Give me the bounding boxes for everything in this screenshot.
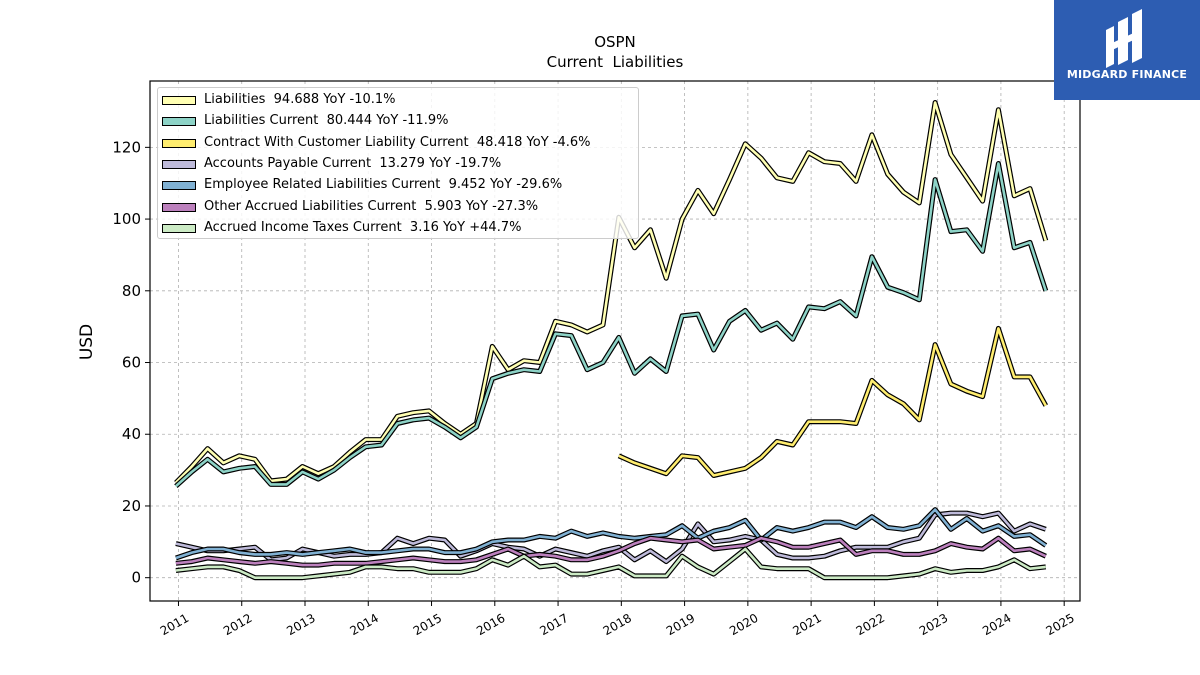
chart-legend: Liabilities 94.688 YoY -10.1% Liabilities… xyxy=(157,87,639,239)
x-tick-label: 2011 xyxy=(158,611,191,638)
x-tick-label: 2023 xyxy=(917,611,950,638)
series-line xyxy=(175,162,1048,488)
x-tick-label: 2013 xyxy=(284,611,317,638)
legend-label: Contract With Customer Liability Current… xyxy=(204,134,591,150)
plot-frame xyxy=(149,80,1081,602)
y-tick-label: 60 xyxy=(122,354,141,372)
legend-swatch xyxy=(162,159,196,169)
series-line xyxy=(618,327,1047,477)
x-tick-label: 2021 xyxy=(790,611,823,638)
legend-label: Accounts Payable Current 13.279 YoY -19.… xyxy=(204,155,502,171)
y-axis: 0 20 40 60 80 100 120 xyxy=(112,138,150,587)
legend-swatch xyxy=(162,96,196,105)
legend-label: Other Accrued Liabilities Current 5.903 … xyxy=(204,198,539,214)
legend-swatch xyxy=(162,202,196,212)
legend-label: Accrued Income Taxes Current 3.16 YoY +4… xyxy=(204,219,522,235)
legend-item: Accounts Payable Current 13.279 YoY -19.… xyxy=(158,155,638,175)
legend-swatch xyxy=(162,223,196,233)
series-outline xyxy=(617,325,1048,478)
legend-item: Accrued Income Taxes Current 3.16 YoY +4… xyxy=(158,219,638,239)
x-tick-label: 2024 xyxy=(980,611,1013,638)
legend-label: Liabilities 94.688 YoY -10.1% xyxy=(204,92,396,107)
x-tick-label: 2025 xyxy=(1043,611,1076,638)
series-line xyxy=(175,536,1047,567)
x-tick-label: 2022 xyxy=(854,611,887,638)
legend-swatch xyxy=(162,181,196,191)
x-tick-label: 2012 xyxy=(221,611,254,638)
x-tick-label: 2015 xyxy=(411,611,444,638)
x-tick-label: 2017 xyxy=(537,611,570,638)
chart-title: OSPN xyxy=(594,33,636,51)
legend-swatch xyxy=(162,117,196,127)
legend-label: Liabilities Current 80.444 YoY -11.9% xyxy=(204,113,449,129)
legend-item: Liabilities 94.688 YoY -10.1% xyxy=(158,91,638,111)
x-tick-label: 2018 xyxy=(601,611,634,638)
brand-name: MIDGARD FINANCE xyxy=(1066,68,1188,81)
y-axis-label: USD xyxy=(77,324,97,360)
x-axis: 2011 2012 2013 2014 2015 2016 2017 2018 2019 2020… xyxy=(158,601,1077,638)
y-tick-label: 20 xyxy=(122,497,141,515)
series-line xyxy=(175,508,1047,560)
legend-item: Other Accrued Liabilities Current 5.903 … xyxy=(158,198,638,218)
y-tick-label: 40 xyxy=(122,425,141,443)
legend-item: Liabilities Current 80.444 YoY -11.9% xyxy=(158,112,638,132)
brand-logo: MIDGARD FINANCE xyxy=(1054,0,1200,100)
series-line xyxy=(174,101,1048,484)
y-tick-label: 100 xyxy=(112,210,141,228)
x-tick-label: 2016 xyxy=(474,611,507,638)
legend-label: Employee Related Liabilities Current 9.4… xyxy=(204,177,563,193)
y-tick-label: 80 xyxy=(122,282,141,300)
brand-mark-icon xyxy=(1106,9,1142,68)
x-tick-label: 2019 xyxy=(664,611,697,638)
y-tick-label: 120 xyxy=(112,138,141,156)
series-line xyxy=(175,547,1046,579)
legend-item: Contract With Customer Liability Current… xyxy=(158,134,638,154)
legend-swatch xyxy=(162,138,196,148)
y-tick-label: 0 xyxy=(131,569,141,587)
chart-subtitle: Current Liabilities xyxy=(547,53,684,71)
legend-item: Employee Related Liabilities Current 9.4… xyxy=(158,176,638,196)
x-tick-label: 2020 xyxy=(727,611,760,638)
series-lines xyxy=(174,100,1049,581)
x-tick-label: 2014 xyxy=(348,611,381,638)
